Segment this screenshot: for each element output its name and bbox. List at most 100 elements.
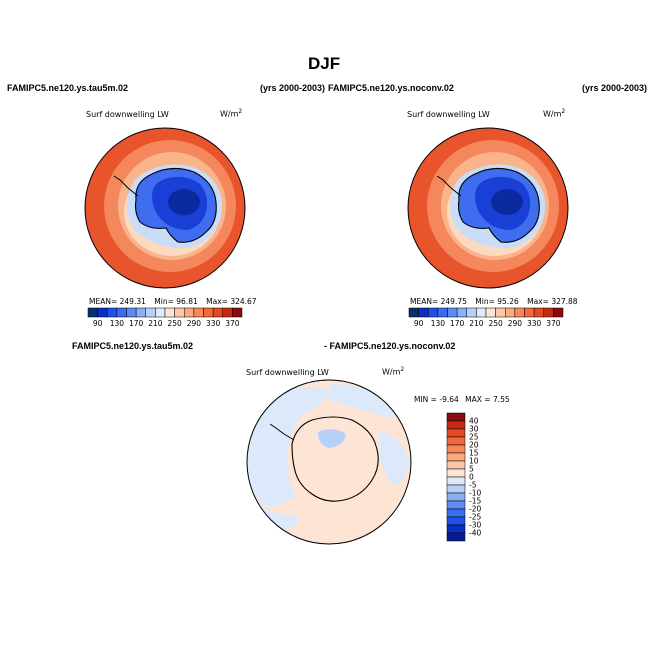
panel3-colorbar-tick-label: -30 <box>469 521 481 530</box>
panel3-colorbar-tick-label: 15 <box>469 449 479 458</box>
panel2-colorbar-box <box>543 307 554 318</box>
panel2-stats: MEAN= 249.75 Min= 95.26 Max= 327.88 <box>410 297 578 306</box>
panel2-map-border <box>407 127 569 289</box>
panel1-coastline <box>134 167 217 243</box>
panel1-colorbar-tick-label: 90 <box>93 319 103 328</box>
panel2-colorbar-box <box>553 307 564 318</box>
panel1-colorbar-tick-label: 330 <box>206 319 221 328</box>
panel2-colorbar-box <box>524 307 535 318</box>
panel3-colorbar-box <box>446 500 466 510</box>
panel3-units-label: W/m2 <box>382 366 404 377</box>
panel1-mean-value: 249.31 <box>119 297 146 306</box>
panel3-colorbar-tick-label: -25 <box>469 513 481 522</box>
panel3-max-value: 7.55 <box>492 395 510 404</box>
panel2-units: W/m <box>543 109 562 119</box>
panel1-min-label: Min= <box>154 297 174 306</box>
panel1-units-label: W/m2 <box>220 108 242 119</box>
panel1-colorbar-tick-label: 250 <box>167 319 182 328</box>
panel1-max-value: 324.67 <box>230 297 257 306</box>
panel1-units: W/m <box>220 109 239 119</box>
panel3-colorbar-box <box>446 460 466 470</box>
panel2-colorbar-tick-label: 90 <box>414 319 424 328</box>
diff-header-case-a: FAMIPC5.ne120.ys.tau5m.02 <box>72 341 194 351</box>
panel2-land-core <box>491 189 523 215</box>
panel3-colorbar-tick-label: -20 <box>469 505 481 514</box>
panel1-stats: MEAN= 249.31 Min= 96.81 Max= 324.67 <box>89 297 257 306</box>
panel3-negative-region-south <box>262 506 300 531</box>
panel2-peninsula <box>436 175 462 197</box>
panel2-coastline <box>457 167 540 243</box>
panel3-min-value: -9.64 <box>439 395 459 404</box>
panel2-mean-label: MEAN= <box>410 297 439 306</box>
panel1-colorbar-box <box>212 307 223 318</box>
panel3-stats: MIN = -9.64 MAX = 7.55 <box>414 395 510 404</box>
panel1-colorbar: 90 130 170 210 250 290 330 370 <box>87 307 243 328</box>
panel1-map <box>85 128 245 288</box>
panel1-colorbar-box <box>222 307 233 318</box>
panel1-land-core <box>168 189 200 215</box>
panel1-colorbar-box <box>126 307 137 318</box>
panel2-colorbar-tick-label: 330 <box>527 319 542 328</box>
right-years-label: (yrs 2000-2003) <box>582 83 648 93</box>
panel1-colorbar-box <box>145 307 156 318</box>
panel2-min-label: Min= <box>475 297 495 306</box>
panel3-units-exp: 2 <box>400 366 405 373</box>
panel1-colorbar-box <box>135 307 146 318</box>
panel1-map-border <box>84 127 246 289</box>
panel3-colorbar-box <box>446 516 466 526</box>
panel2-colorbar-box <box>408 307 419 318</box>
panel1-colorbar-tick-label: 210 <box>148 319 163 328</box>
panel2-units-exp: 2 <box>561 108 566 115</box>
panel1-colorbar-box <box>174 307 185 318</box>
panel3-colorbar-box <box>446 420 466 430</box>
panel2-colorbar-box <box>466 307 477 318</box>
panel2-variable-label: Surf downwelling LW <box>407 110 490 119</box>
panel2-colorbar-tick-label: 130 <box>431 319 446 328</box>
panel2-colorbar-box <box>514 307 525 318</box>
panel1-colorbar-tick-label: 290 <box>187 319 202 328</box>
panel1-units-exp: 2 <box>238 108 243 115</box>
left-case-header: FAMIPC5.ne120.ys.tau5m.02 <box>7 83 129 93</box>
panel1-max-label: Max= <box>206 297 228 306</box>
panel3-colorbar-tick-label: -10 <box>469 489 481 498</box>
panel3-negative-region-inland <box>318 429 346 448</box>
panel3-colorbar-box <box>446 476 466 486</box>
panel2-min-value: 95.26 <box>497 297 519 306</box>
panel3-max-label: MAX = <box>465 395 491 404</box>
panel1-colorbar-box <box>116 307 127 318</box>
panel1-colorbar-box <box>155 307 166 318</box>
panel3-min-label: MIN = <box>414 395 437 404</box>
panel2-colorbar: 90 130 170 210 250 290 330 370 <box>408 307 564 328</box>
panel3-colorbar-box <box>446 428 466 438</box>
panel2-units-label: W/m2 <box>543 108 565 119</box>
panel2-colorbar-tick-label: 370 <box>546 319 561 328</box>
panel3-variable-label: Surf downwelling LW <box>246 368 329 377</box>
panel1-min-value: 96.81 <box>176 297 198 306</box>
panel3-colorbar-tick-label: -5 <box>469 481 477 490</box>
panel1-colorbar-tick-label: 170 <box>129 319 144 328</box>
panel2-max-label: Max= <box>527 297 549 306</box>
panel2-colorbar-box <box>456 307 467 318</box>
panel1-colorbar-box <box>87 307 98 318</box>
panel2-colorbar-box <box>428 307 439 318</box>
panel2-colorbar-box <box>533 307 544 318</box>
panel2-mean-value: 249.75 <box>440 297 467 306</box>
panel1-colorbar-box <box>184 307 195 318</box>
panel2-colorbar-tick-label: 290 <box>508 319 523 328</box>
panel3-colorbar-box <box>446 452 466 462</box>
panel2-colorbar-box <box>447 307 458 318</box>
panel3-colorbar-tick-label: 25 <box>469 433 479 442</box>
panel3-colorbar-tick-label: 40 <box>469 417 479 426</box>
panel3-coastline <box>291 416 379 502</box>
panel2-colorbar-box <box>437 307 448 318</box>
panel1-colorbar-box <box>164 307 175 318</box>
panel1-colorbar-box <box>203 307 214 318</box>
panel1-colorbar-tick-label: 130 <box>110 319 125 328</box>
panel2-colorbar-box <box>418 307 429 318</box>
panel3-map-border <box>246 379 412 545</box>
panel3-colorbar-box <box>446 468 466 478</box>
panel2-colorbar-tick-label: 250 <box>488 319 503 328</box>
panel2-colorbar-box <box>505 307 516 318</box>
